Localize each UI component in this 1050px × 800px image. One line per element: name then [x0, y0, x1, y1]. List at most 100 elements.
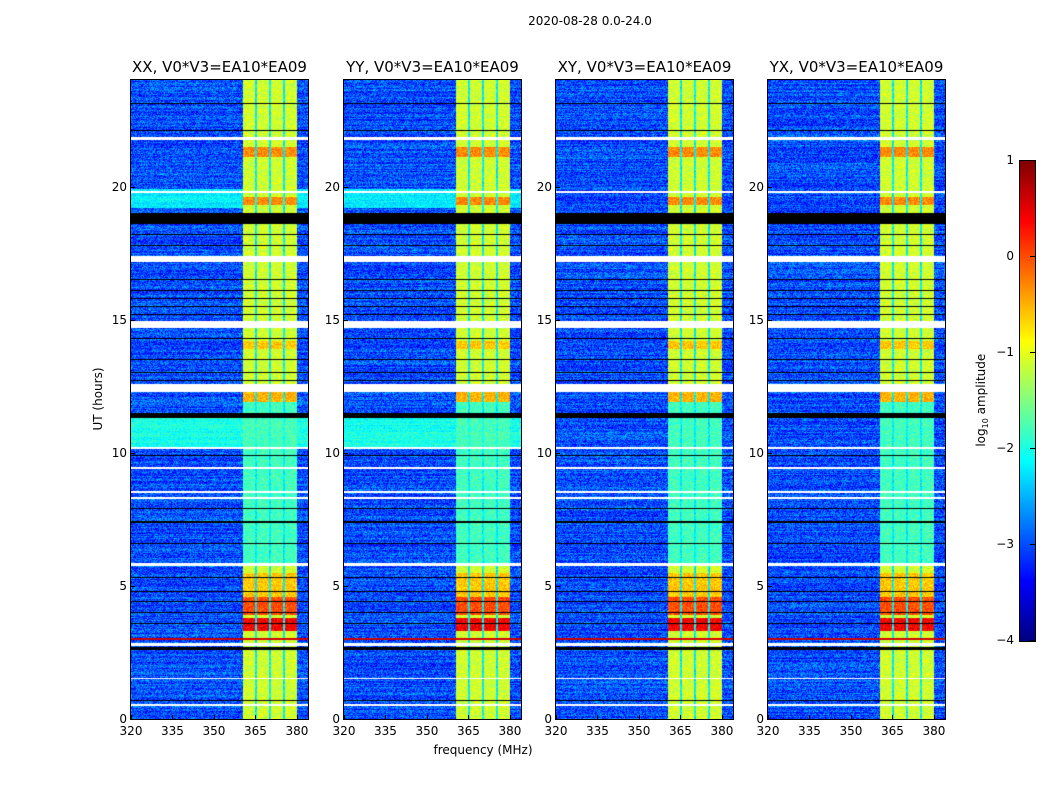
- heatmap-image: [768, 80, 945, 719]
- y-tick-mark: [131, 719, 135, 720]
- y-tick-mark: [768, 186, 772, 188]
- x-tick-mark: [509, 715, 511, 719]
- colorbar-tick-label: −4: [996, 633, 1014, 647]
- x-tick-label: 335: [374, 724, 397, 738]
- x-tick-mark: [597, 715, 599, 719]
- x-tick-label: 365: [244, 724, 267, 738]
- y-tick-label: 20: [111, 179, 127, 194]
- x-tick-mark: [850, 715, 852, 719]
- x-tick-label: 365: [881, 724, 904, 738]
- x-tick-label: 380: [710, 724, 734, 738]
- y-tick-mark: [768, 452, 772, 454]
- x-tick-label: 350: [415, 724, 439, 738]
- heatmap-image: [556, 80, 733, 719]
- y-tick-label: 0: [119, 712, 127, 726]
- x-tick-label: 335: [798, 724, 821, 738]
- x-tick-mark: [344, 715, 345, 719]
- y-tick-label: 15: [748, 312, 764, 327]
- y-tick-label: 5: [756, 578, 764, 593]
- panel-title: YX, V0*V3=EA10*EA09: [769, 58, 944, 76]
- y-tick-label: 5: [119, 578, 127, 593]
- x-tick-label: 335: [161, 724, 184, 738]
- colorbar-label-suffix: amplitude: [973, 353, 988, 419]
- heatmap-panel: [767, 79, 946, 720]
- y-tick-mark: [131, 186, 135, 188]
- x-tick-label: 380: [922, 724, 946, 738]
- x-axis-label: frequency (MHz): [433, 743, 533, 757]
- x-tick-mark: [131, 715, 132, 719]
- x-tick-label: 350: [202, 724, 226, 738]
- y-tick-label: 5: [332, 578, 340, 593]
- y-tick-label: 0: [756, 712, 764, 726]
- y-tick-label: 15: [324, 312, 340, 327]
- y-tick-mark: [768, 319, 772, 321]
- x-tick-mark: [680, 715, 682, 719]
- x-tick-mark: [556, 715, 557, 719]
- x-tick-mark: [296, 715, 298, 719]
- y-tick-mark: [344, 319, 348, 321]
- y-tick-label: 20: [748, 179, 764, 194]
- x-tick-label: 320: [119, 724, 143, 738]
- colorbar-tick-mark: [1030, 160, 1035, 161]
- y-tick-label: 5: [544, 578, 552, 593]
- y-tick-mark: [344, 585, 348, 587]
- x-tick-label: 365: [669, 724, 692, 738]
- y-tick-mark: [344, 719, 348, 720]
- x-tick-mark: [426, 715, 428, 719]
- heatmap-panel: [343, 79, 522, 720]
- x-tick-label: 350: [839, 724, 863, 738]
- colorbar: [1019, 160, 1036, 642]
- y-axis-label: UT (hours): [91, 367, 105, 431]
- y-tick-mark: [344, 186, 348, 188]
- heatmap-panel: [555, 79, 734, 720]
- x-tick-label: 335: [586, 724, 609, 738]
- x-tick-label: 380: [285, 724, 309, 738]
- x-tick-mark: [721, 715, 723, 719]
- x-tick-mark: [638, 715, 640, 719]
- y-tick-label: 0: [332, 712, 340, 726]
- y-tick-mark: [556, 719, 560, 720]
- y-tick-mark: [556, 452, 560, 454]
- colorbar-tick-label: 1: [1006, 153, 1014, 167]
- colorbar-tick-label: 0: [1006, 249, 1014, 263]
- x-tick-mark: [172, 715, 174, 719]
- colorbar-tick-mark: [1030, 640, 1035, 641]
- colorbar-tick-mark: [1030, 256, 1035, 257]
- x-tick-mark: [809, 715, 811, 719]
- x-tick-mark: [892, 715, 894, 719]
- heatmap-image: [344, 80, 521, 719]
- x-tick-mark: [768, 715, 769, 719]
- y-tick-label: 10: [536, 445, 552, 460]
- x-tick-label: 365: [457, 724, 480, 738]
- x-tick-label: 320: [544, 724, 568, 738]
- y-tick-label: 10: [748, 445, 764, 460]
- y-tick-mark: [768, 719, 772, 720]
- y-tick-mark: [131, 319, 135, 321]
- x-tick-mark: [933, 715, 935, 719]
- x-tick-label: 380: [498, 724, 522, 738]
- x-tick-label: 320: [756, 724, 780, 738]
- y-tick-mark: [556, 186, 560, 188]
- colorbar-tick-label: −1: [996, 345, 1014, 359]
- x-tick-mark: [213, 715, 215, 719]
- heatmap-image: [131, 80, 308, 719]
- colorbar-tick-mark: [1030, 352, 1035, 353]
- y-tick-label: 20: [324, 179, 340, 194]
- colorbar-tick-label: −3: [996, 537, 1014, 551]
- y-tick-mark: [556, 585, 560, 587]
- x-tick-mark: [468, 715, 470, 719]
- panel-title: XY, V0*V3=EA10*EA09: [557, 58, 732, 76]
- panel-title: XX, V0*V3=EA10*EA09: [132, 58, 307, 76]
- y-tick-label: 20: [536, 179, 552, 194]
- y-tick-label: 15: [111, 312, 127, 327]
- y-tick-mark: [131, 452, 135, 454]
- figure-title: 2020-08-28 0.0-24.0: [528, 14, 652, 28]
- y-tick-mark: [556, 319, 560, 321]
- y-tick-label: 10: [111, 445, 127, 460]
- x-tick-mark: [385, 715, 387, 719]
- y-tick-label: 15: [536, 312, 552, 327]
- y-tick-label: 10: [324, 445, 340, 460]
- colorbar-label: log10 amplitude: [974, 350, 990, 450]
- x-tick-mark: [255, 715, 257, 719]
- y-tick-mark: [768, 585, 772, 587]
